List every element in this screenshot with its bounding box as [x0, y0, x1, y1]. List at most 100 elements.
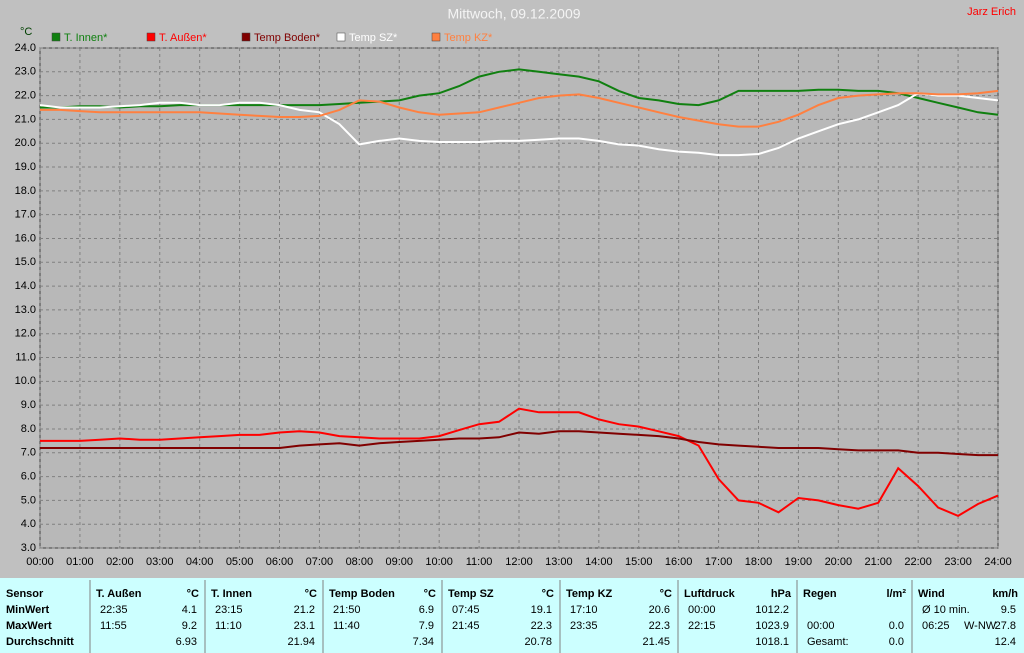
series-line [40, 407, 999, 518]
cell-value: 1018.1 [755, 636, 789, 648]
row-label: Durchschnitt [6, 636, 74, 648]
cell-time: 11:55 [100, 620, 127, 632]
cell-time: 21:45 [452, 620, 480, 632]
cell-value: 4.1 [182, 604, 197, 616]
cell-value: 6.93 [176, 636, 197, 648]
row-label: MaxWert [6, 620, 52, 632]
x-tick-label: 24:00 [984, 556, 1012, 568]
column-header: Regen [803, 588, 837, 600]
y-tick-label: 19.0 [15, 161, 36, 173]
cell-time: 22:35 [100, 604, 128, 616]
x-tick-label: 02:00 [106, 556, 134, 568]
cell-value: 23.1 [294, 620, 315, 632]
series-line [40, 430, 998, 457]
cell-direction: W-NW [964, 620, 997, 632]
y-tick-label: 15.0 [15, 256, 36, 268]
x-tick-label: 16:00 [665, 556, 693, 568]
chart-title: Mittwoch, 09.12.2009 [447, 6, 580, 22]
y-tick-label: 14.0 [15, 280, 36, 292]
column-unit: °C [305, 588, 317, 600]
table-header: Sensor [6, 588, 44, 600]
y-tick-label: 5.0 [21, 494, 36, 506]
x-tick-label: 21:00 [864, 556, 892, 568]
cell-value: 21.2 [294, 604, 315, 616]
y-tick-label: 6.0 [21, 470, 36, 482]
column-header: Temp Boden [329, 588, 395, 600]
cell-value: 20.6 [649, 604, 670, 616]
legend-swatch [241, 32, 251, 42]
column-header: T. Außen [96, 588, 142, 600]
row-label: MinWert [6, 604, 50, 616]
y-tick-label: 11.0 [15, 351, 36, 363]
column-unit: °C [187, 588, 199, 600]
x-tick-label: 11:00 [466, 556, 493, 568]
y-tick-label: 21.0 [15, 113, 36, 125]
cell-time: 17:10 [570, 604, 598, 616]
column-unit: km/h [992, 588, 1018, 600]
x-tick-label: 00:00 [26, 556, 54, 568]
cell-time: Ø 10 min. [922, 604, 970, 616]
cell-value: 20.78 [524, 636, 552, 648]
y-tick-label: 12.0 [15, 328, 36, 340]
x-tick-label: 05:00 [226, 556, 254, 568]
x-tick-label: 01:00 [66, 556, 94, 568]
x-tick-label: 12:00 [505, 556, 533, 568]
cell-value: 21.45 [642, 636, 670, 648]
y-tick-label: 9.0 [21, 399, 36, 411]
column-unit: l/m² [886, 588, 906, 600]
cell-time: 11:40 [333, 620, 360, 632]
cell-value: 1023.9 [755, 620, 789, 632]
stats-table [0, 578, 1024, 653]
y-axis-label: °C [20, 26, 32, 38]
y-tick-label: 20.0 [15, 137, 36, 149]
y-tick-label: 17.0 [15, 209, 36, 221]
x-tick-label: 06:00 [266, 556, 294, 568]
cell-time: 00:00 [807, 620, 835, 632]
cell-value: 1012.2 [755, 604, 789, 616]
legend-label: T. Innen* [64, 32, 108, 44]
cell-value: 0.0 [889, 636, 904, 648]
cell-time: 11:10 [215, 620, 242, 632]
y-tick-label: 10.0 [15, 375, 36, 387]
x-tick-label: 18:00 [745, 556, 773, 568]
y-tick-label: 22.0 [15, 90, 36, 102]
column-header: Temp KZ [566, 588, 613, 600]
y-tick-label: 16.0 [15, 232, 36, 244]
legend-label: Temp KZ* [444, 32, 493, 44]
x-tick-label: 13:00 [545, 556, 573, 568]
cell-time: 07:45 [452, 604, 480, 616]
column-header: Wind [918, 588, 945, 600]
cell-time: 22:15 [688, 620, 716, 632]
series-line [40, 89, 999, 128]
legend-swatch [431, 32, 441, 42]
column-unit: °C [660, 588, 672, 600]
cell-time: 23:35 [570, 620, 598, 632]
x-tick-label: 19:00 [785, 556, 813, 568]
x-tick-label: 04:00 [186, 556, 214, 568]
y-tick-label: 18.0 [15, 185, 36, 197]
column-header: T. Innen [211, 588, 252, 600]
legend-label: T. Außen* [159, 32, 207, 44]
column-header: Luftdruck [684, 588, 736, 600]
x-tick-label: 08:00 [346, 556, 374, 568]
cell-value: 7.9 [419, 620, 434, 632]
x-tick-label: 15:00 [625, 556, 653, 568]
cell-time: 21:50 [333, 604, 361, 616]
series-line [39, 92, 999, 157]
cell-value: 21.94 [287, 636, 315, 648]
x-tick-label: 09:00 [385, 556, 413, 568]
cell-time: 23:15 [215, 604, 243, 616]
legend-label: Temp Boden* [254, 32, 321, 44]
cell-value: 22.3 [649, 620, 670, 632]
cell-time: 00:00 [688, 604, 716, 616]
column-header: Temp SZ [448, 588, 494, 600]
cell-time: 06:25 [922, 620, 950, 632]
y-tick-label: 4.0 [21, 518, 36, 530]
y-tick-label: 13.0 [15, 304, 36, 316]
cell-value: 0.0 [889, 620, 904, 632]
cell-value: 19.1 [531, 604, 552, 616]
x-tick-label: 10:00 [425, 556, 453, 568]
y-tick-label: 24.0 [15, 42, 36, 54]
cell-value: 9.2 [182, 620, 197, 632]
